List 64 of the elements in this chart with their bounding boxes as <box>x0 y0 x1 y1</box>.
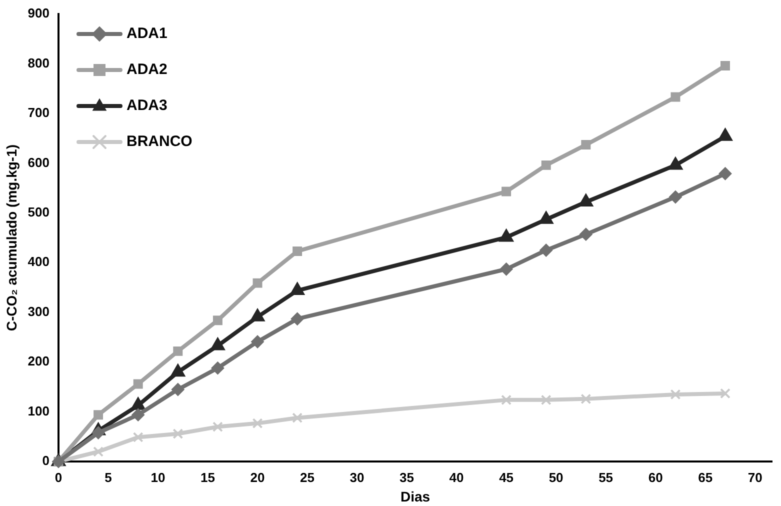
y-tick-label: 0 <box>42 453 50 468</box>
x-tick-label: 15 <box>200 470 215 485</box>
x-tick-label: 20 <box>250 470 265 485</box>
x-tick-label: 5 <box>104 470 112 485</box>
point <box>173 346 183 356</box>
y-tick-label: 100 <box>28 403 50 418</box>
point <box>579 228 592 241</box>
point <box>541 160 551 170</box>
legend-label: ADA2 <box>126 61 168 78</box>
point <box>92 426 105 440</box>
x-tick-label: 50 <box>548 470 564 485</box>
point <box>720 388 730 399</box>
y-tick-label: 400 <box>28 254 50 270</box>
point <box>720 60 730 70</box>
legend-label: BRANCO <box>126 133 193 150</box>
x-tick-label: 45 <box>499 470 514 485</box>
x-tick-label: 25 <box>300 470 315 485</box>
point <box>172 428 184 439</box>
y-tick-label: 500 <box>28 204 50 220</box>
point <box>251 335 264 348</box>
point <box>668 190 682 204</box>
point <box>540 394 552 406</box>
x-tick-label: 40 <box>449 470 464 485</box>
x-tick-label: 10 <box>150 470 166 485</box>
point <box>252 418 263 429</box>
point <box>212 316 222 326</box>
point <box>94 410 104 420</box>
point <box>211 362 224 375</box>
x-tick-label: 55 <box>598 470 614 485</box>
point <box>212 422 223 432</box>
x-tick-label: 35 <box>400 470 414 485</box>
y-tick-label: 900 <box>28 6 50 21</box>
point <box>540 244 553 257</box>
point <box>133 379 143 389</box>
x-tick-label: 30 <box>350 470 364 485</box>
point <box>502 186 512 196</box>
x-tick-label: 65 <box>698 470 713 485</box>
point <box>292 246 302 256</box>
x-axis-title: Dias <box>400 488 430 504</box>
legend-label: ADA1 <box>126 25 168 42</box>
point <box>581 140 591 150</box>
point <box>580 394 592 404</box>
y-tick-label: 200 <box>28 354 50 369</box>
point <box>252 278 262 288</box>
point <box>292 412 303 424</box>
point <box>132 432 144 442</box>
point <box>670 92 680 102</box>
x-tick-label: 0 <box>54 470 62 485</box>
point <box>93 446 104 457</box>
y-axis-title: C-CO₂ acumulado (mg.kg-1) <box>3 144 20 332</box>
y-tick-label: 300 <box>28 304 50 319</box>
point <box>501 394 512 406</box>
x-tick-label: 60 <box>648 470 663 485</box>
point <box>171 382 184 396</box>
point <box>500 262 513 276</box>
point <box>290 312 304 326</box>
y-tick-label: 600 <box>28 154 50 170</box>
legend-label: ADA3 <box>126 97 168 114</box>
point <box>132 408 145 422</box>
x-tick-label: 70 <box>748 470 762 485</box>
y-tick-label: 700 <box>28 105 50 120</box>
y-tick-label: 800 <box>28 55 50 70</box>
point <box>670 389 681 400</box>
point <box>718 167 732 180</box>
